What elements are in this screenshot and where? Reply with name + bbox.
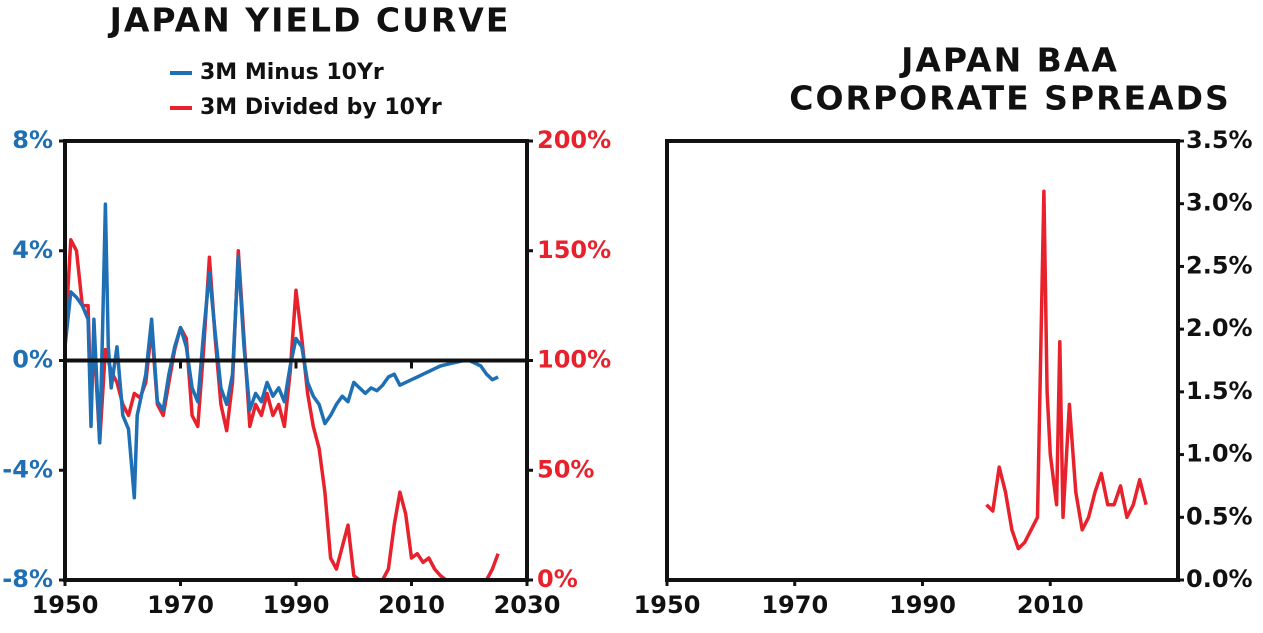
chart-title: JAPAN YIELD CURVE bbox=[108, 1, 511, 40]
y-tick-label: 3.0% bbox=[1186, 189, 1253, 217]
y-tick-label: 0.0% bbox=[1186, 565, 1253, 593]
x-tick-label: 1970 bbox=[147, 591, 214, 619]
y-tick-label: 3.5% bbox=[1186, 126, 1253, 154]
y-tick-label: 0% bbox=[12, 346, 53, 374]
x-tick-label: 1950 bbox=[634, 591, 701, 619]
plot-frame bbox=[63, 139, 529, 582]
y-tick-label: 0.5% bbox=[1186, 502, 1253, 530]
y-tick-label: 1.0% bbox=[1186, 440, 1253, 468]
y2-tick-label: 0% bbox=[537, 565, 578, 593]
y-tick-label: 8% bbox=[12, 126, 53, 154]
plot-frame bbox=[665, 139, 1180, 582]
y-tick-label: 4% bbox=[12, 236, 53, 264]
chart-title: JAPAN BAA bbox=[899, 41, 1119, 80]
y2-tick-label: 50% bbox=[537, 455, 594, 483]
series-line bbox=[63, 202, 499, 500]
y2-tick-label: 100% bbox=[537, 346, 611, 374]
x-tick-label: 1990 bbox=[889, 591, 956, 619]
chart-title: CORPORATE SPREADS bbox=[789, 79, 1230, 118]
y2-tick-label: 150% bbox=[537, 236, 611, 264]
x-tick-label: 2010 bbox=[378, 591, 445, 619]
y-tick-label: 2.0% bbox=[1186, 314, 1253, 342]
x-tick-label: 1950 bbox=[32, 591, 99, 619]
y-tick-label: -4% bbox=[2, 455, 53, 483]
series-line bbox=[985, 189, 1148, 551]
legend-label: 3M Divided by 10Yr bbox=[200, 95, 442, 120]
series-line bbox=[63, 238, 500, 582]
y-tick-label: -8% bbox=[2, 565, 53, 593]
legend-label: 3M Minus 10Yr bbox=[200, 60, 384, 85]
x-tick-label: 1970 bbox=[761, 591, 828, 619]
x-tick-label: 1990 bbox=[263, 591, 330, 619]
y-tick-label: 2.5% bbox=[1186, 251, 1253, 279]
x-tick-label: 2030 bbox=[494, 591, 561, 619]
x-tick-label: 2010 bbox=[1017, 591, 1084, 619]
y2-tick-label: 200% bbox=[537, 126, 611, 154]
y-tick-label: 1.5% bbox=[1186, 377, 1253, 405]
